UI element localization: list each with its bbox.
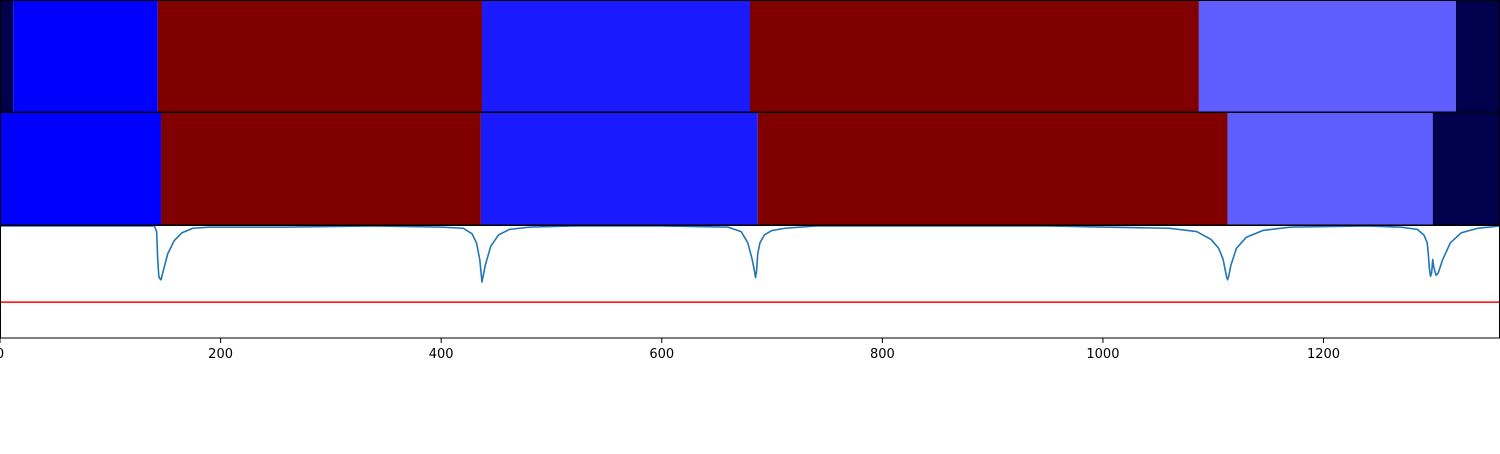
middle-panel xyxy=(0,112,1500,226)
x-tick-label-1: 200 xyxy=(208,347,233,362)
segment-top-4 xyxy=(750,1,1199,112)
x-tick-label-0: 0 xyxy=(0,347,4,362)
segment-middle-0 xyxy=(0,113,162,225)
segment-middle-3 xyxy=(757,113,1228,225)
bottom-panel: 0 200 400 600 800 1000 1200 xyxy=(0,225,1500,362)
x-tick-label-3: 600 xyxy=(649,347,674,362)
plot-area-bottom xyxy=(0,226,1500,303)
x-tick-label-4: 800 xyxy=(870,347,895,362)
top-panel xyxy=(0,0,1500,113)
segment-top-3 xyxy=(481,1,750,112)
segment-middle-2 xyxy=(480,113,758,225)
segment-top-6 xyxy=(1455,1,1500,112)
segment-top-5 xyxy=(1198,1,1456,112)
axes-frame-bottom xyxy=(0,225,1500,339)
x-tick-label-5: 1000 xyxy=(1086,347,1119,362)
segment-top-2 xyxy=(157,1,482,112)
segment-top-1 xyxy=(13,1,158,112)
segment-middle-4 xyxy=(1227,113,1433,225)
x-tick-label-2: 400 xyxy=(429,347,454,362)
segment-top-0 xyxy=(0,1,14,112)
series-line-0 xyxy=(0,226,1500,283)
segment-middle-5 xyxy=(1432,113,1500,225)
segment-middle-1 xyxy=(161,113,481,225)
x-tick-label-6: 1200 xyxy=(1307,347,1340,362)
